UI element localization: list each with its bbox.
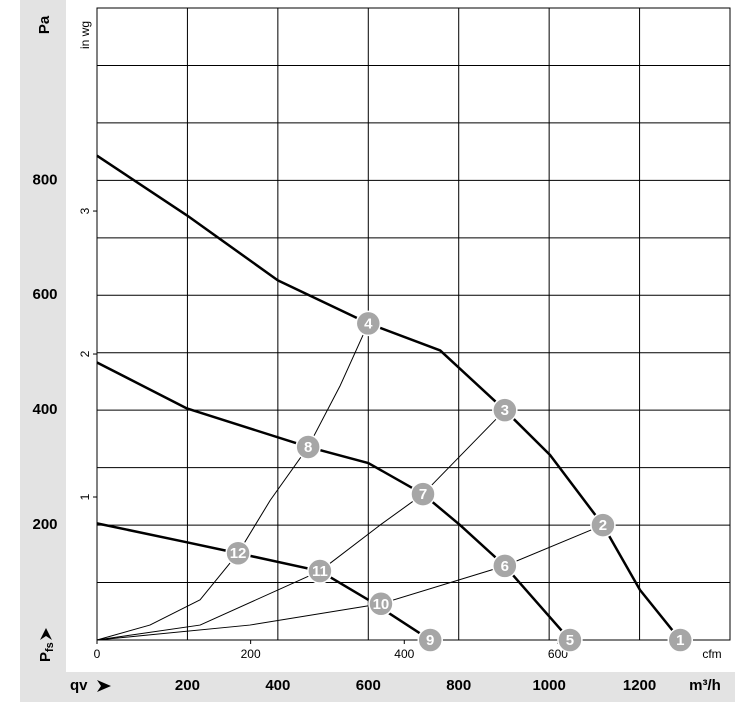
operating-point	[417, 627, 443, 653]
x-tick-label: 1000	[532, 677, 565, 694]
operating-point	[368, 591, 394, 617]
operating-point	[410, 481, 436, 507]
point-label: 8	[304, 439, 312, 456]
y-tick-label: 200	[32, 516, 57, 533]
y2-tick-label: 1	[78, 493, 92, 500]
y-label-main: P	[37, 652, 54, 662]
point-label: 1	[676, 632, 684, 649]
plot: 200 400 600 800 200 400 600 800 1000 1200 0 200 400 6…	[32, 7, 731, 694]
point-label: 11	[312, 563, 328, 580]
operating-point	[590, 512, 616, 538]
y2-tick-label: 2	[78, 350, 92, 357]
x-tick-label: 200	[175, 677, 200, 694]
y-unit: Pa	[36, 15, 53, 34]
operating-point	[667, 627, 694, 653]
x-tick-label: 800	[446, 677, 471, 694]
operating-point	[492, 397, 518, 423]
x-arrow	[97, 680, 111, 692]
y2-tick-label: 3	[78, 207, 92, 214]
point-label: 7	[419, 486, 427, 503]
point-label: 9	[426, 632, 434, 649]
x-tick-label: 400	[265, 677, 290, 694]
x2-tick-label: 400	[394, 647, 414, 661]
point-label: 6	[501, 558, 509, 575]
operating-point	[225, 540, 251, 566]
y-tick-label: 400	[32, 401, 57, 418]
bottom-band	[20, 672, 735, 702]
y-tick-label: 600	[32, 286, 57, 303]
left-band	[20, 0, 66, 702]
x2-tick-label: 0	[94, 647, 101, 661]
operating-point	[295, 434, 321, 460]
curve	[96, 154, 682, 641]
y2-unit: in wg	[78, 21, 92, 49]
operating-point	[355, 310, 382, 337]
y-arrow	[40, 628, 52, 640]
point-label: 5	[566, 632, 574, 649]
point-label: 3	[501, 402, 509, 419]
x2-tick-label: 200	[241, 647, 261, 661]
operating-point	[492, 553, 518, 579]
plot-border	[96, 7, 731, 641]
curve	[96, 323, 369, 641]
point-label: 4	[364, 315, 373, 332]
x2-unit: cfm	[702, 647, 721, 661]
operating-point	[307, 558, 333, 584]
curve	[96, 409, 506, 641]
x-tick-label: 600	[356, 677, 381, 694]
operating-point	[557, 627, 583, 653]
y-label-sub: fs	[44, 642, 56, 652]
x-label: qv	[70, 677, 88, 694]
y-tick-label: 800	[32, 171, 57, 188]
y-label: Pfs	[37, 642, 56, 662]
x-tick-label: 1200	[623, 677, 656, 694]
point-label: 2	[599, 517, 607, 534]
point-label: 12	[230, 545, 247, 562]
point-label: 10	[373, 596, 390, 613]
x-unit: m³/h	[689, 677, 721, 694]
